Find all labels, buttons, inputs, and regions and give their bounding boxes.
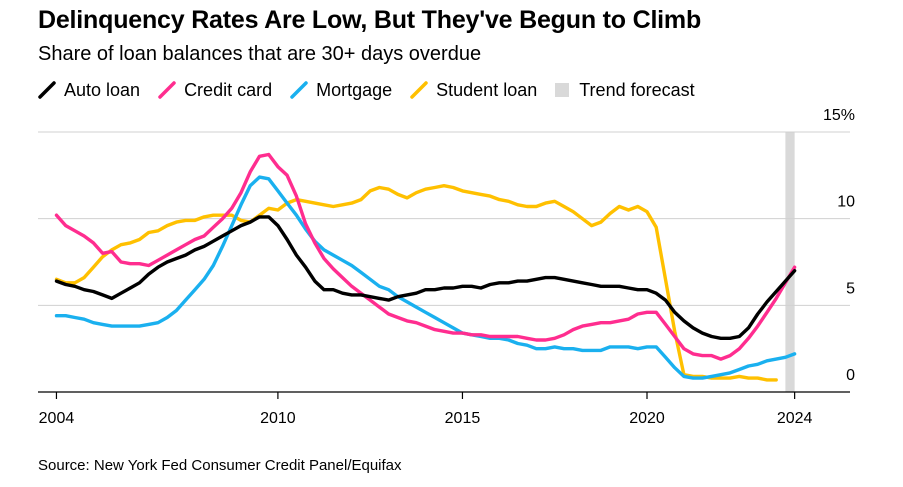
x-tick-label: 2024 [777, 410, 813, 427]
legend-swatch-mortgage [290, 81, 308, 99]
x-tick-label: 2020 [629, 410, 665, 427]
y-tick-label: 15% [823, 107, 855, 124]
source-note: Source: New York Fed Consumer Credit Pan… [38, 457, 402, 474]
legend-label-trend-forecast: Trend forecast [579, 79, 695, 100]
legend-label-mortgage: Mortgage [316, 79, 393, 100]
legend-label-credit-card: Credit card [184, 79, 273, 100]
legend-item-credit-card: Credit card [158, 80, 272, 101]
legend: Auto loan Credit card Mortgage Student l… [38, 78, 713, 102]
legend-label-auto-loan: Auto loan [64, 79, 141, 100]
legend-swatch-trend-forecast [555, 83, 570, 97]
chart-subtitle: Share of loan balances that are 30+ days… [38, 43, 482, 65]
legend-swatch-auto-loan [38, 81, 56, 99]
x-tick-label: 2015 [445, 410, 481, 427]
x-tick-label: 2010 [260, 410, 296, 427]
legend-item-student-loan: Student loan [410, 80, 537, 101]
series-line-auto-loan [54, 215, 797, 340]
y-tick-label: 5 [846, 280, 855, 297]
y-tick-label: 0 [846, 367, 855, 384]
legend-label-student-loan: Student loan [436, 79, 538, 100]
series-line-credit-card [54, 152, 797, 361]
x-tick-label: 2004 [39, 410, 75, 427]
y-tick-label: 10 [837, 194, 855, 211]
series-line-mortgage [54, 175, 797, 380]
legend-item-trend-forecast: Trend forecast [555, 79, 695, 101]
legend-swatch-credit-card [158, 81, 176, 99]
trend-forecast-band [785, 132, 795, 392]
chart-title: Delinquency Rates Are Low, But They've B… [38, 6, 702, 34]
series-line-student-loan [54, 184, 778, 382]
legend-swatch-student-loan [410, 81, 428, 99]
legend-item-auto-loan: Auto loan [38, 80, 140, 101]
legend-item-mortgage: Mortgage [290, 80, 392, 101]
